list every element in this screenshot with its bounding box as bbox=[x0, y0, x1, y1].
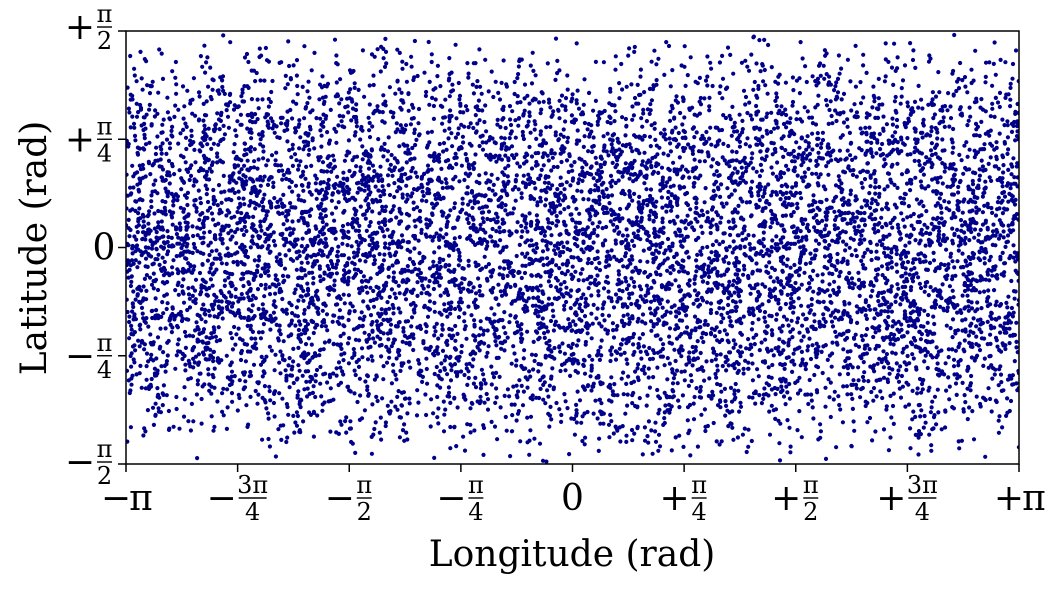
y-tick-sign: + bbox=[65, 119, 95, 160]
y-tick-denominator: 2 bbox=[97, 462, 112, 490]
x-tick-sign: − bbox=[101, 478, 131, 519]
x-tick-label: + π4 bbox=[660, 471, 707, 526]
x-tick-denominator: 4 bbox=[915, 498, 930, 526]
y-tick-label: + π4 bbox=[65, 112, 112, 167]
x-tick-numerator: π bbox=[356, 471, 372, 499]
y-tick-sign: − bbox=[65, 442, 95, 483]
x-tick-denominator: 4 bbox=[468, 498, 483, 526]
x-tick-denominator: 4 bbox=[691, 498, 706, 526]
scatter-point-cloud bbox=[126, 32, 1019, 464]
x-tick-numerator: π bbox=[468, 471, 484, 499]
x-tick-sign: − bbox=[436, 478, 466, 519]
x-tick-numerator: 3π bbox=[237, 471, 268, 499]
x-axis: −π −3π4− π2− π4 0 + π4 + π2 +3π4 +π bbox=[101, 464, 1046, 526]
y-tick-value: 0 bbox=[93, 228, 116, 269]
x-tick-denominator: 4 bbox=[245, 498, 260, 526]
x-tick-sign: − bbox=[207, 478, 237, 519]
x-tick-label: +3π4 bbox=[876, 471, 938, 526]
x-axis-label: Longitude (rad) bbox=[429, 534, 716, 575]
y-tick-numerator: π bbox=[97, 0, 113, 28]
x-tick-label: −3π4 bbox=[207, 471, 269, 526]
x-tick-label: 0 bbox=[561, 478, 584, 519]
y-axis: − π2− π40+ π4+ π2 bbox=[65, 0, 126, 490]
y-axis-label: Latitude (rad) bbox=[14, 121, 55, 376]
x-tick-numerator: 3π bbox=[907, 471, 938, 499]
x-tick-value: π bbox=[1022, 478, 1046, 519]
y-tick-numerator: π bbox=[97, 329, 113, 357]
y-tick-label: + π2 bbox=[65, 0, 112, 55]
y-tick-label: − π2 bbox=[65, 435, 112, 490]
y-tick-denominator: 4 bbox=[97, 139, 112, 167]
y-tick-numerator: π bbox=[97, 112, 113, 140]
x-tick-numerator: π bbox=[691, 471, 707, 499]
x-tick-denominator: 2 bbox=[357, 498, 372, 526]
x-tick-sign: + bbox=[994, 478, 1024, 519]
y-tick-label: − π4 bbox=[65, 329, 112, 384]
x-tick-sign: − bbox=[325, 478, 355, 519]
y-tick-denominator: 2 bbox=[97, 27, 112, 55]
scatter-points bbox=[126, 32, 1019, 464]
y-tick-numerator: π bbox=[97, 435, 113, 463]
x-tick-sign: + bbox=[771, 478, 801, 519]
y-tick-sign: + bbox=[65, 7, 95, 48]
x-tick-label: − π4 bbox=[436, 471, 483, 526]
x-tick-sign: + bbox=[876, 478, 906, 519]
x-tick-label: −π bbox=[101, 478, 153, 519]
x-tick-sign: + bbox=[660, 478, 690, 519]
x-tick-label: +π bbox=[994, 478, 1046, 519]
x-tick-value: 0 bbox=[561, 478, 584, 519]
y-tick-sign: − bbox=[65, 336, 95, 377]
y-tick-denominator: 4 bbox=[97, 356, 112, 384]
x-tick-label: − π2 bbox=[325, 471, 372, 526]
x-tick-numerator: π bbox=[803, 471, 819, 499]
x-tick-denominator: 2 bbox=[803, 498, 818, 526]
x-tick-value: π bbox=[129, 478, 153, 519]
y-tick-label: 0 bbox=[93, 228, 116, 269]
x-tick-label: + π2 bbox=[771, 471, 818, 526]
